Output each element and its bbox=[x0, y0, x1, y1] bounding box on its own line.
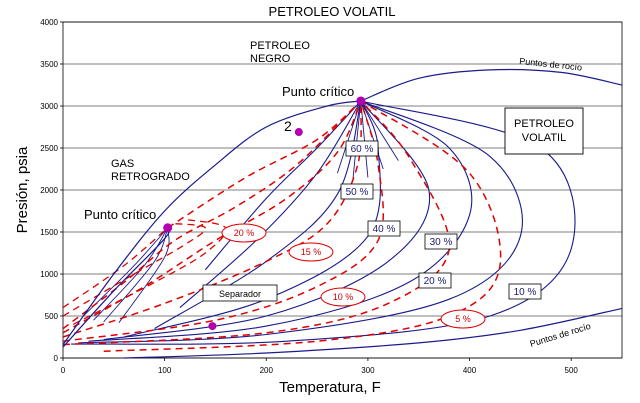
y-tick-label: 3000 bbox=[40, 102, 58, 111]
grid bbox=[62, 21, 623, 359]
blue-fan-line bbox=[336, 100, 362, 174]
red-quality-line bbox=[103, 100, 502, 353]
critical-point bbox=[356, 96, 366, 106]
marker-point bbox=[208, 322, 217, 331]
x-tick-label: 300 bbox=[361, 366, 375, 375]
quality-label-blue: 10 % bbox=[514, 287, 537, 298]
quality-box bbox=[424, 233, 458, 250]
quality-label-red: 20 % bbox=[234, 228, 255, 238]
red-quality-line bbox=[62, 227, 169, 309]
y-tick-label: 2000 bbox=[40, 186, 58, 195]
label-punto-critico-1: Punto crítico bbox=[84, 207, 156, 222]
label-separador: Separador bbox=[219, 289, 261, 299]
red-quality-lines bbox=[62, 100, 502, 353]
blue-quality-line bbox=[103, 227, 169, 323]
phase-envelopes bbox=[62, 68, 623, 359]
x-tick-label: 200 bbox=[260, 366, 274, 375]
quality-ellipse bbox=[288, 242, 334, 262]
red-quality-line bbox=[72, 218, 227, 325]
quality-label-red: 5 % bbox=[455, 314, 471, 324]
quality-label-blue: 20 % bbox=[424, 276, 447, 287]
label-gas-retrogrado-line: RETROGRADO bbox=[111, 171, 190, 183]
label-petroleo-volatil-line: PETROLEO bbox=[514, 118, 574, 130]
y-tick-label: 1000 bbox=[40, 270, 58, 279]
critical-points bbox=[163, 96, 366, 331]
y-tick-label: 0 bbox=[54, 354, 59, 363]
y-tick-label: 1500 bbox=[40, 228, 58, 237]
quality-box bbox=[345, 140, 379, 157]
quality-ellipse bbox=[221, 223, 267, 243]
label-petroleo-volatil: PETROLEO VOLATIL bbox=[514, 118, 574, 144]
label-petroleo-negro-line: NEGRO bbox=[250, 53, 291, 65]
label-2-line: 2 bbox=[284, 118, 292, 134]
petroleo-volatil-box bbox=[504, 107, 584, 155]
blue-quality-line bbox=[78, 100, 523, 344]
dew-point-curve-bottom bbox=[123, 307, 623, 359]
label-gas-retrogrado-line: GAS bbox=[111, 158, 134, 170]
quality-ellipse bbox=[440, 309, 486, 329]
x-axis-label: Temperatura, F bbox=[279, 379, 381, 396]
bubble-point-curve bbox=[62, 100, 361, 345]
separador-box bbox=[202, 284, 278, 302]
marker-point bbox=[294, 128, 303, 137]
quality-label-blue: 60 % bbox=[351, 144, 374, 155]
quality-label-blue: 40 % bbox=[373, 224, 396, 235]
label-petroleo-volatil-line: VOLATIL bbox=[522, 132, 566, 144]
label-petroleo-negro-line: PETROLEO bbox=[250, 40, 310, 52]
label-punto-critico-2: Punto crítico bbox=[282, 84, 354, 99]
blue-quality-line bbox=[103, 100, 431, 341]
y-tick-label: 500 bbox=[45, 312, 59, 321]
gas-dew-curve bbox=[167, 100, 362, 229]
y-tick-label: 2500 bbox=[40, 144, 58, 153]
label-2: 2 bbox=[284, 118, 292, 134]
quality-box bbox=[508, 283, 542, 300]
quality-box bbox=[418, 272, 452, 289]
quality-box bbox=[340, 183, 374, 200]
quality-label-blue: 50 % bbox=[346, 187, 369, 198]
quality-box bbox=[367, 220, 401, 237]
gas-bubble-curve bbox=[62, 227, 171, 348]
blue-quality-lines bbox=[71, 100, 576, 345]
quality-label-red: 10 % bbox=[333, 292, 354, 302]
x-tick-label: 100 bbox=[158, 366, 172, 375]
y-tick-label: 4000 bbox=[40, 18, 58, 27]
chart-title: PETROLEO VOLATIL bbox=[269, 4, 396, 19]
dew-point-curve-top bbox=[360, 68, 623, 102]
critical-point bbox=[163, 223, 173, 233]
red-quality-line bbox=[62, 100, 362, 330]
red-quality-line bbox=[62, 100, 362, 338]
label-petroleo-negro: PETROLEO NEGRO bbox=[250, 40, 310, 65]
blue-fan-line bbox=[360, 100, 369, 178]
y-axis-label: Presión, psia bbox=[14, 146, 31, 233]
x-tick-label: 0 bbox=[61, 366, 66, 375]
label-gas-retrogrado: GAS RETROGRADO bbox=[111, 158, 190, 183]
x-tick-label: 500 bbox=[565, 366, 579, 375]
blue-quality-line bbox=[71, 100, 576, 345]
red-quality-line bbox=[62, 100, 451, 346]
quality-label-red: 15 % bbox=[301, 247, 322, 257]
red-quality-line bbox=[62, 222, 207, 317]
label-punto-critico-1-line: Punto crítico bbox=[84, 207, 156, 222]
label-punto-critico-2-line: Punto crítico bbox=[282, 84, 354, 99]
quality-label-blue: 30 % bbox=[430, 237, 453, 248]
y-tick-label: 3500 bbox=[40, 60, 58, 69]
quality-ellipse bbox=[320, 287, 366, 307]
label-puntos-rocio-bottom: Puntos de rocío bbox=[529, 321, 592, 349]
x-tick-label: 400 bbox=[463, 366, 477, 375]
blue-quality-line bbox=[179, 100, 362, 309]
